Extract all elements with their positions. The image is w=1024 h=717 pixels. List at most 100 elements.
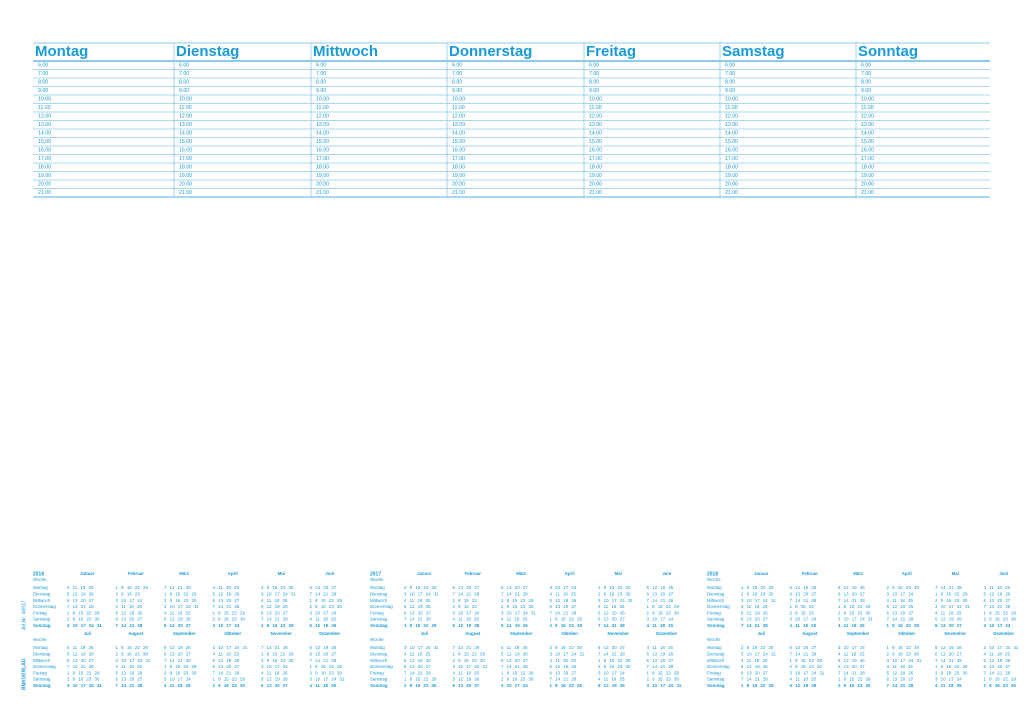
- month-name: Dezember: [319, 631, 340, 636]
- day-numbers: 4 11 18 25: [550, 658, 577, 663]
- day-numbers: 6 13 20 27: [213, 664, 240, 669]
- time-label: 20.00: [38, 182, 51, 188]
- time-label: 9.00: [452, 88, 462, 94]
- month-name: Juli: [420, 631, 428, 636]
- weekday-label: Montag: [707, 645, 722, 650]
- time-label: 10.00: [316, 97, 329, 103]
- weekday-label: Samstag: [33, 617, 51, 622]
- day-numbers: 5 12 19 26: [310, 623, 337, 628]
- weekday-label: Freitag: [707, 610, 721, 615]
- day-numbers: 4 11 18 25: [935, 683, 962, 688]
- weekday-label: Sonntag: [33, 683, 51, 688]
- day-numbers: 5 12 19 26: [741, 664, 768, 669]
- day-numbers: 2 9 16 23 30: [261, 585, 294, 590]
- day-numbers: 1 8 15 22 29: [935, 664, 968, 669]
- time-label: 10.00: [452, 97, 465, 103]
- day-numbers: 7 14 21 28: [453, 645, 480, 650]
- day-numbers: 4 11 18 25: [164, 610, 191, 615]
- time-label: 7.00: [861, 71, 871, 77]
- day-numbers: 7 14 21 28: [647, 598, 674, 603]
- time-label: 12.00: [452, 114, 465, 120]
- day-numbers: 7 14 21 28: [838, 598, 865, 603]
- day-numbers: 7 14 21 28: [404, 617, 431, 622]
- time-label: 8.00: [316, 80, 326, 86]
- time-label: 20.00: [725, 182, 738, 188]
- weekday-label: Montag: [370, 585, 385, 590]
- weekday-label: Samstag: [707, 617, 725, 622]
- day-numbers: 5 12 19 26: [647, 651, 674, 656]
- time-label: 12.00: [179, 114, 192, 120]
- time-label: 12.00: [725, 114, 738, 120]
- weekday-label: Freitag: [33, 610, 47, 615]
- day-numbers: 6 13 20 27: [261, 610, 288, 615]
- time-label: 21.00: [38, 190, 51, 196]
- day-numbers: 4 11 18 25: [116, 664, 143, 669]
- weekday-label: Donnerstag: [707, 664, 730, 669]
- month-name: Juni: [999, 571, 1008, 576]
- weekday-label: Mittwoch: [370, 658, 388, 663]
- weekday-label: Samstag: [370, 677, 388, 682]
- day-numbers: 4 11 18 25: [598, 677, 625, 682]
- time-label: 10.00: [725, 97, 738, 103]
- day-header: Donnerstag: [449, 43, 532, 60]
- day-numbers: 1 8 15 22: [453, 598, 478, 603]
- day-numbers: 5 12 19 26: [598, 683, 625, 688]
- day-numbers: 3 10 17 24 31: [887, 658, 922, 663]
- weekday-label: Donnerstag: [370, 604, 393, 609]
- day-numbers: 2 9 16 23 30: [213, 617, 246, 622]
- day-numbers: 7 14 21 28: [453, 591, 480, 596]
- day-numbers: 7 14 21 28: [116, 623, 143, 628]
- time-label: 11.00: [589, 105, 602, 111]
- day-numbers: 6 13 20 27: [453, 683, 480, 688]
- month-name: Februar: [465, 571, 482, 576]
- day-header: Freitag: [586, 43, 636, 60]
- weekday-label: Samstag: [370, 617, 388, 622]
- time-label: 15.00: [589, 139, 602, 145]
- day-numbers: 1 8 15 22 29: [213, 677, 246, 682]
- time-label: 9.00: [861, 88, 871, 94]
- time-label: 13.00: [725, 122, 738, 128]
- day-numbers: 1 8 15 22 29: [261, 651, 294, 656]
- weekday-label: Donnerstag: [707, 604, 730, 609]
- time-label: 8.00: [725, 80, 735, 86]
- day-numbers: 2 9 16 23 30: [67, 617, 100, 622]
- time-label: 12.00: [861, 114, 874, 120]
- time-label: 17.00: [316, 156, 329, 162]
- day-numbers: 6 13 20 27: [501, 658, 528, 663]
- weekday-label: Montag: [707, 585, 722, 590]
- time-label: 9.00: [179, 88, 189, 94]
- day-numbers: 3 10 17 24: [116, 598, 143, 603]
- day-numbers: 3 10 17 24: [501, 683, 528, 688]
- day-numbers: 2 9 16 23 30: [310, 670, 343, 675]
- time-label: 6.00: [861, 63, 871, 69]
- day-numbers: 1 8 15 22 29: [887, 645, 920, 650]
- day-numbers: 5 12 19 26: [453, 623, 480, 628]
- day-numbers: 2 9 16 23 30: [647, 610, 680, 615]
- article-number: Art.Nr. 46917: [21, 600, 27, 630]
- day-numbers: 7 14 21 28: [935, 658, 962, 663]
- time-label: 7.00: [316, 71, 326, 77]
- day-numbers: 4 11 18 25: [984, 651, 1011, 656]
- day-numbers: 4 11 18 25: [310, 617, 337, 622]
- day-numbers: 7 14 21 28: [935, 585, 962, 590]
- day-numbers: 5 12 19 26: [550, 598, 577, 603]
- day-numbers: 1 8 15 22 29: [647, 670, 680, 675]
- day-numbers: 5 12 19 26: [501, 651, 528, 656]
- time-label: 8.00: [179, 80, 189, 86]
- day-numbers: 1 8 15 22 29: [550, 617, 583, 622]
- day-numbers: 3 10 17 24 31: [741, 651, 776, 656]
- month-name: Mai: [278, 571, 285, 576]
- time-label: 18.00: [179, 165, 192, 171]
- calendar-year: 2018: [707, 571, 718, 577]
- time-label: 17.00: [589, 156, 602, 162]
- day-numbers: 7 14 21 28: [838, 670, 865, 675]
- day-numbers: 2 9 16 23 30: [598, 664, 631, 669]
- time-label: 20.00: [452, 182, 465, 188]
- time-label: 16.00: [452, 148, 465, 154]
- day-numbers: 5 12 19 26: [984, 658, 1011, 663]
- day-numbers: 5 12 19 26: [310, 645, 337, 650]
- day-numbers: 2 9 16 23 30: [67, 677, 100, 682]
- month-name: November: [608, 631, 630, 636]
- day-numbers: 4 11 18 25: [741, 658, 768, 663]
- day-numbers: 1 8 15 22 29: [67, 670, 100, 675]
